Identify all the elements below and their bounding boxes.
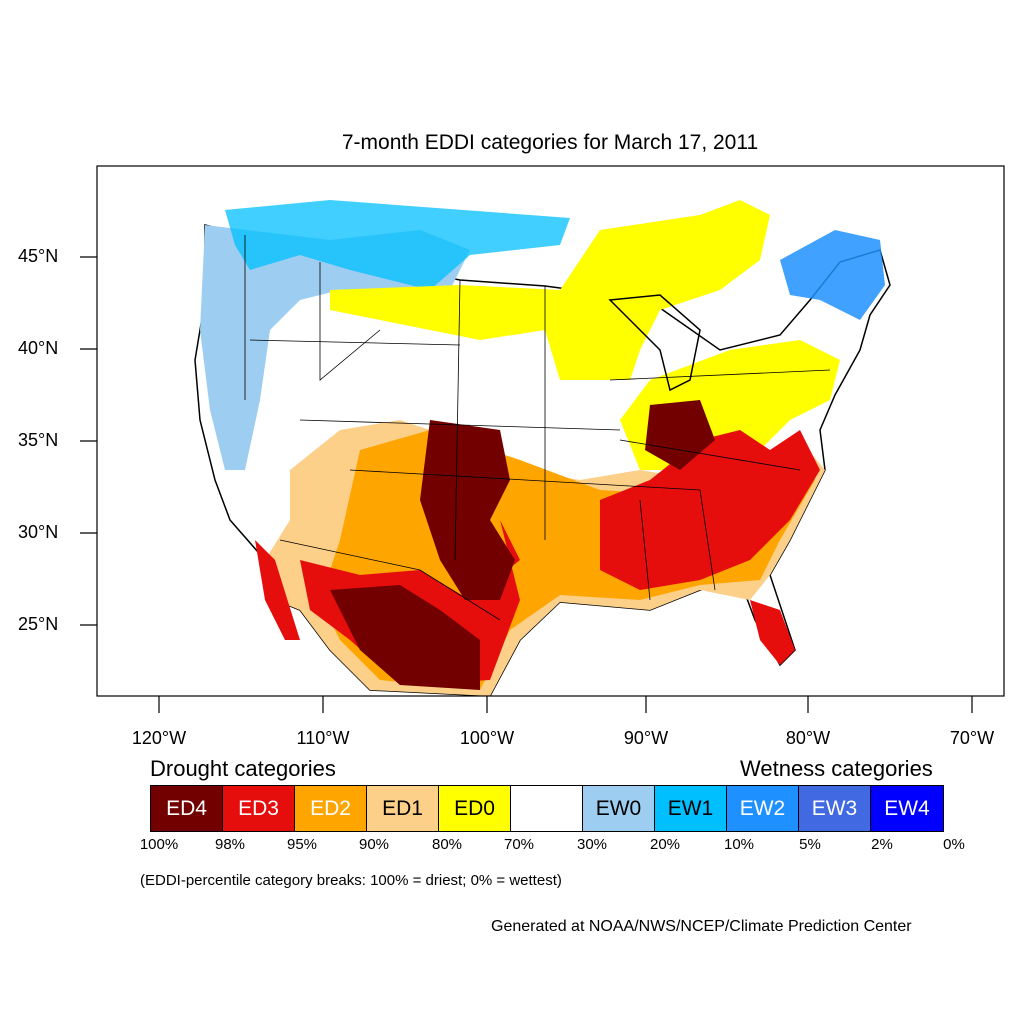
- ed3-region-delta: [600, 430, 820, 590]
- legend-label-ed0: ED0: [454, 796, 495, 820]
- break-2: 2%: [871, 836, 893, 853]
- legend-label-ed4: ED4: [166, 796, 207, 820]
- lat-tick-35: 35°N: [18, 430, 59, 450]
- ed4-region-mexico: [330, 585, 480, 690]
- legend-label-ew0: EW0: [595, 796, 642, 820]
- legend-label-ed2: ED2: [310, 796, 351, 820]
- wetness-categories-label: Wetness categories: [740, 756, 933, 781]
- legend-box-ed0: ED0: [439, 786, 511, 831]
- legend-label-ed3: ED3: [238, 796, 279, 820]
- state-boundaries: [244, 235, 831, 621]
- ed0-region: [330, 200, 770, 380]
- ed4-region-plains: [420, 420, 515, 600]
- break-0: 0%: [943, 836, 965, 853]
- break-98: 98%: [214, 836, 246, 853]
- break-70: 70%: [503, 836, 535, 853]
- lon-tick-90: 90°W: [623, 728, 669, 748]
- map-frame: [96, 165, 1005, 697]
- legend-box-neutral: [511, 786, 583, 831]
- wet-region-northwest-core: [225, 200, 570, 290]
- legend-box-ed2: ED2: [295, 786, 367, 831]
- lon-tick-100: 100°W: [459, 728, 515, 748]
- break-10: 10%: [723, 836, 755, 853]
- lat-tick-45: 45°N: [18, 246, 59, 266]
- map-title: 7-month EDDI categories for March 17, 20…: [341, 131, 759, 154]
- legend-box-ed4: ED4: [151, 786, 223, 831]
- ed3-region-baja: [255, 540, 300, 640]
- ed4-region-ohio-valley: [645, 400, 715, 470]
- lat-tick-25: 25°N: [18, 614, 59, 634]
- legend-box-ew3: EW3: [799, 786, 871, 831]
- drought-categories-label: Drought categories: [150, 756, 336, 781]
- lon-tick-110: 110°W: [296, 728, 350, 748]
- legend-label-ew3: EW3: [811, 796, 858, 820]
- break-90: 90%: [358, 836, 390, 853]
- break-100: 100%: [139, 836, 179, 853]
- legend-box-ew2: EW2: [727, 786, 799, 831]
- lat-tick-40: 40°N: [18, 338, 59, 358]
- legend-box-ed3: ED3: [223, 786, 295, 831]
- break-30: 30%: [576, 836, 608, 853]
- wet-region-northeast: [780, 230, 885, 320]
- break-80: 80%: [431, 836, 463, 853]
- legend-box-ew4: EW4: [871, 786, 943, 831]
- wet-region-northwest: [200, 225, 470, 470]
- lat-tick-30: 30°N: [18, 522, 59, 542]
- great-lakes: [608, 294, 701, 392]
- lon-tick-120: 120°W: [131, 728, 187, 748]
- category-note: (EDDI-percentile category breaks: 100% =…: [140, 872, 562, 889]
- break-20: 20%: [649, 836, 681, 853]
- legend-label-ew1: EW1: [667, 796, 714, 820]
- break-5: 5%: [799, 836, 821, 853]
- axis-ticks: [80, 256, 973, 713]
- credit-line: Generated at NOAA/NWS/NCEP/Climate Predi…: [491, 918, 912, 935]
- break-95: 95%: [286, 836, 318, 853]
- lon-tick-70: 70°W: [949, 728, 995, 748]
- legend-label-ew4: EW4: [884, 796, 930, 820]
- legend-label-ed1: ED1: [382, 796, 423, 820]
- legend-label-ew2: EW2: [739, 796, 786, 820]
- legend-box-ew0: EW0: [583, 786, 655, 831]
- lon-tick-80: 80°W: [785, 728, 831, 748]
- category-legend: ED4 ED3 ED2 ED1 ED0 EW0 EW1 EW2 EW3 EW4: [150, 785, 944, 832]
- legend-box-ew1: EW1: [655, 786, 727, 831]
- legend-box-ed1: ED1: [367, 786, 439, 831]
- ed3-region-florida: [750, 600, 795, 665]
